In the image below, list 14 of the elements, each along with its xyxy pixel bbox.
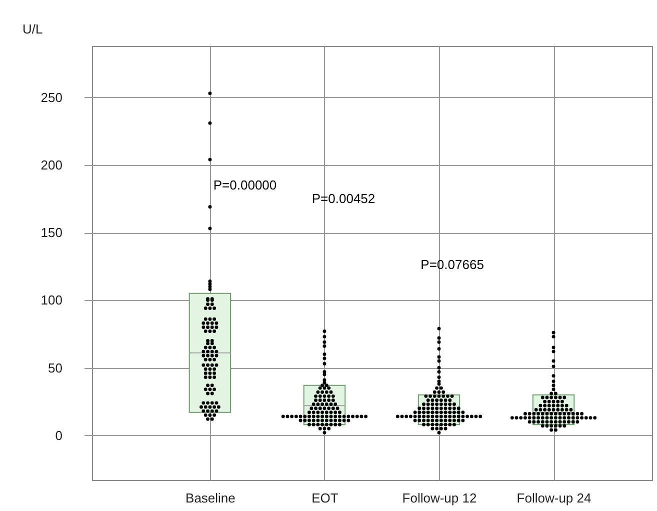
y-tick-label: 50 — [48, 360, 62, 376]
annotation: P=0.00452 — [312, 190, 376, 206]
x-tick-label: Follow-up 24 — [516, 490, 592, 506]
y-tick-label: 150 — [40, 225, 62, 240]
x-tick-label: EOT — [312, 490, 338, 506]
y-axis-title: U/L — [22, 22, 43, 36]
annotation: P=0.07665 — [420, 257, 484, 272]
y-tick-label: 250 — [40, 90, 62, 105]
y-tick-label: 200 — [40, 157, 62, 172]
y-tick-label: 0 — [55, 428, 62, 443]
x-tick-label: Baseline — [186, 490, 236, 506]
annotation: P=0.00000 — [213, 177, 277, 192]
y-tick-label: 100 — [40, 292, 62, 308]
x-tick-label: Follow-up 12 — [402, 490, 477, 506]
